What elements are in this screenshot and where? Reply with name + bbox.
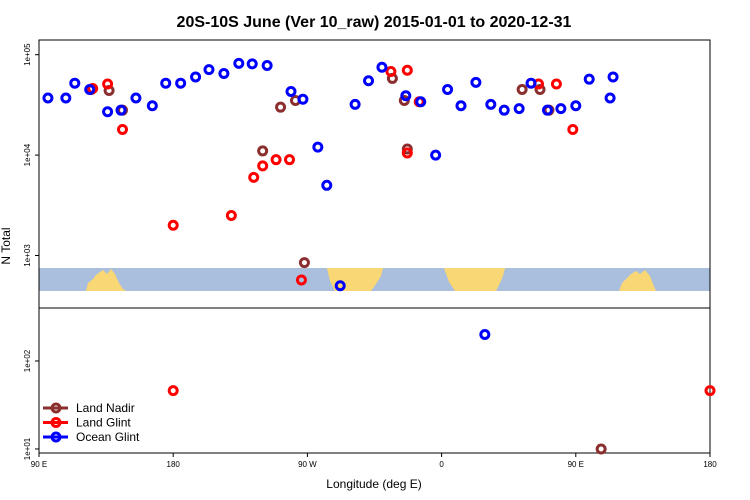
data-point: [190, 71, 202, 83]
y-axis-label: N Total: [0, 227, 13, 264]
data-point: [470, 76, 482, 88]
data-point: [321, 179, 333, 191]
data-point: [60, 92, 72, 104]
x-axis: 90 E 180 90 W 0 90 E 180: [31, 453, 717, 469]
data-point: [498, 104, 510, 116]
map-land-australia-left: [86, 269, 126, 291]
data-point: [401, 143, 413, 155]
data-point: [233, 57, 245, 69]
data-point: [555, 103, 567, 115]
data-point: [607, 71, 619, 83]
data-point: [334, 280, 346, 292]
data-point: [525, 77, 537, 89]
legend-marker: [50, 431, 62, 443]
data-point: [102, 106, 114, 118]
data-point: [225, 210, 237, 222]
legend-label: Ocean Glint: [76, 430, 140, 444]
data-point: [130, 92, 142, 104]
x-tick-label: 180: [703, 460, 717, 469]
data-point: [401, 64, 413, 76]
y-axis-upper: 1e+03 1e+04 1e+05: [23, 43, 39, 267]
data-point: [442, 83, 454, 95]
data-point: [167, 385, 179, 397]
chart-title: 20S-10S June (Ver 10_raw) 2015-01-01 to …: [177, 14, 572, 31]
data-point: [567, 123, 579, 135]
data-point: [415, 96, 427, 108]
data-point: [583, 73, 595, 85]
data-point: [570, 100, 582, 112]
legend-marker: [50, 402, 62, 414]
data-point: [455, 100, 467, 112]
y-tick-label: 1e+03: [23, 244, 32, 267]
data-point: [270, 154, 282, 166]
data-point: [69, 77, 81, 89]
data-point: [376, 61, 388, 73]
data-point: [479, 328, 491, 340]
data-point: [430, 149, 442, 161]
legend-marker: [50, 417, 62, 428]
map-land-africa: [444, 268, 505, 291]
lower-panel-frame: [38, 307, 711, 454]
data-point: [42, 92, 54, 104]
data-point: [115, 104, 127, 116]
map-land-americas: [327, 268, 383, 291]
legend-label: Land Nadir: [76, 401, 135, 415]
data-point: [117, 123, 129, 135]
x-tick-label: 180: [167, 460, 181, 469]
data-point: [541, 104, 553, 116]
data-point: [167, 219, 179, 231]
data-point: [102, 78, 114, 90]
data-point: [218, 67, 230, 79]
x-tick-label: 0: [439, 460, 444, 469]
data-point: [298, 257, 310, 269]
data-point: [257, 160, 269, 172]
data-point: [349, 98, 361, 110]
y-tick-label: 1e+02: [23, 349, 32, 372]
data-point: [146, 100, 158, 112]
map-land-australia-right: [619, 270, 656, 291]
data-point: [295, 274, 307, 286]
data-point: [312, 141, 324, 153]
data-point: [297, 93, 309, 105]
y-axis-lower: 1e+01 1e+02: [23, 349, 39, 460]
data-point: [385, 65, 397, 77]
x-axis-label: Longitude (deg E): [326, 477, 421, 491]
data-point: [203, 64, 215, 76]
world-map-strip: [39, 268, 710, 291]
data-point: [550, 78, 562, 90]
data-point: [284, 154, 296, 166]
x-tick-label: 90 E: [568, 460, 584, 469]
data-point: [248, 171, 260, 183]
data-point: [160, 77, 172, 89]
data-point: [534, 83, 546, 95]
data-point: [516, 83, 528, 95]
legend-label: Land Glint: [76, 416, 131, 430]
x-tick-label: 90 E: [31, 460, 47, 469]
data-point: [400, 90, 412, 102]
data-point: [285, 85, 297, 97]
data-point: [275, 101, 287, 113]
y-tick-label: 1e+01: [23, 437, 32, 460]
x-tick-label: 90 W: [298, 460, 317, 469]
data-point: [175, 77, 187, 89]
data-points: [42, 57, 716, 455]
y-tick-label: 1e+04: [23, 143, 32, 166]
data-point: [595, 443, 607, 455]
data-point: [261, 60, 273, 72]
data-point: [401, 147, 413, 159]
data-point: [485, 98, 497, 110]
data-point: [246, 58, 258, 70]
data-point: [257, 145, 269, 157]
data-point: [704, 385, 716, 397]
data-point: [513, 103, 525, 115]
data-point: [604, 92, 616, 104]
data-point: [84, 83, 96, 95]
y-tick-label: 1e+05: [23, 43, 32, 66]
data-point: [363, 75, 375, 87]
